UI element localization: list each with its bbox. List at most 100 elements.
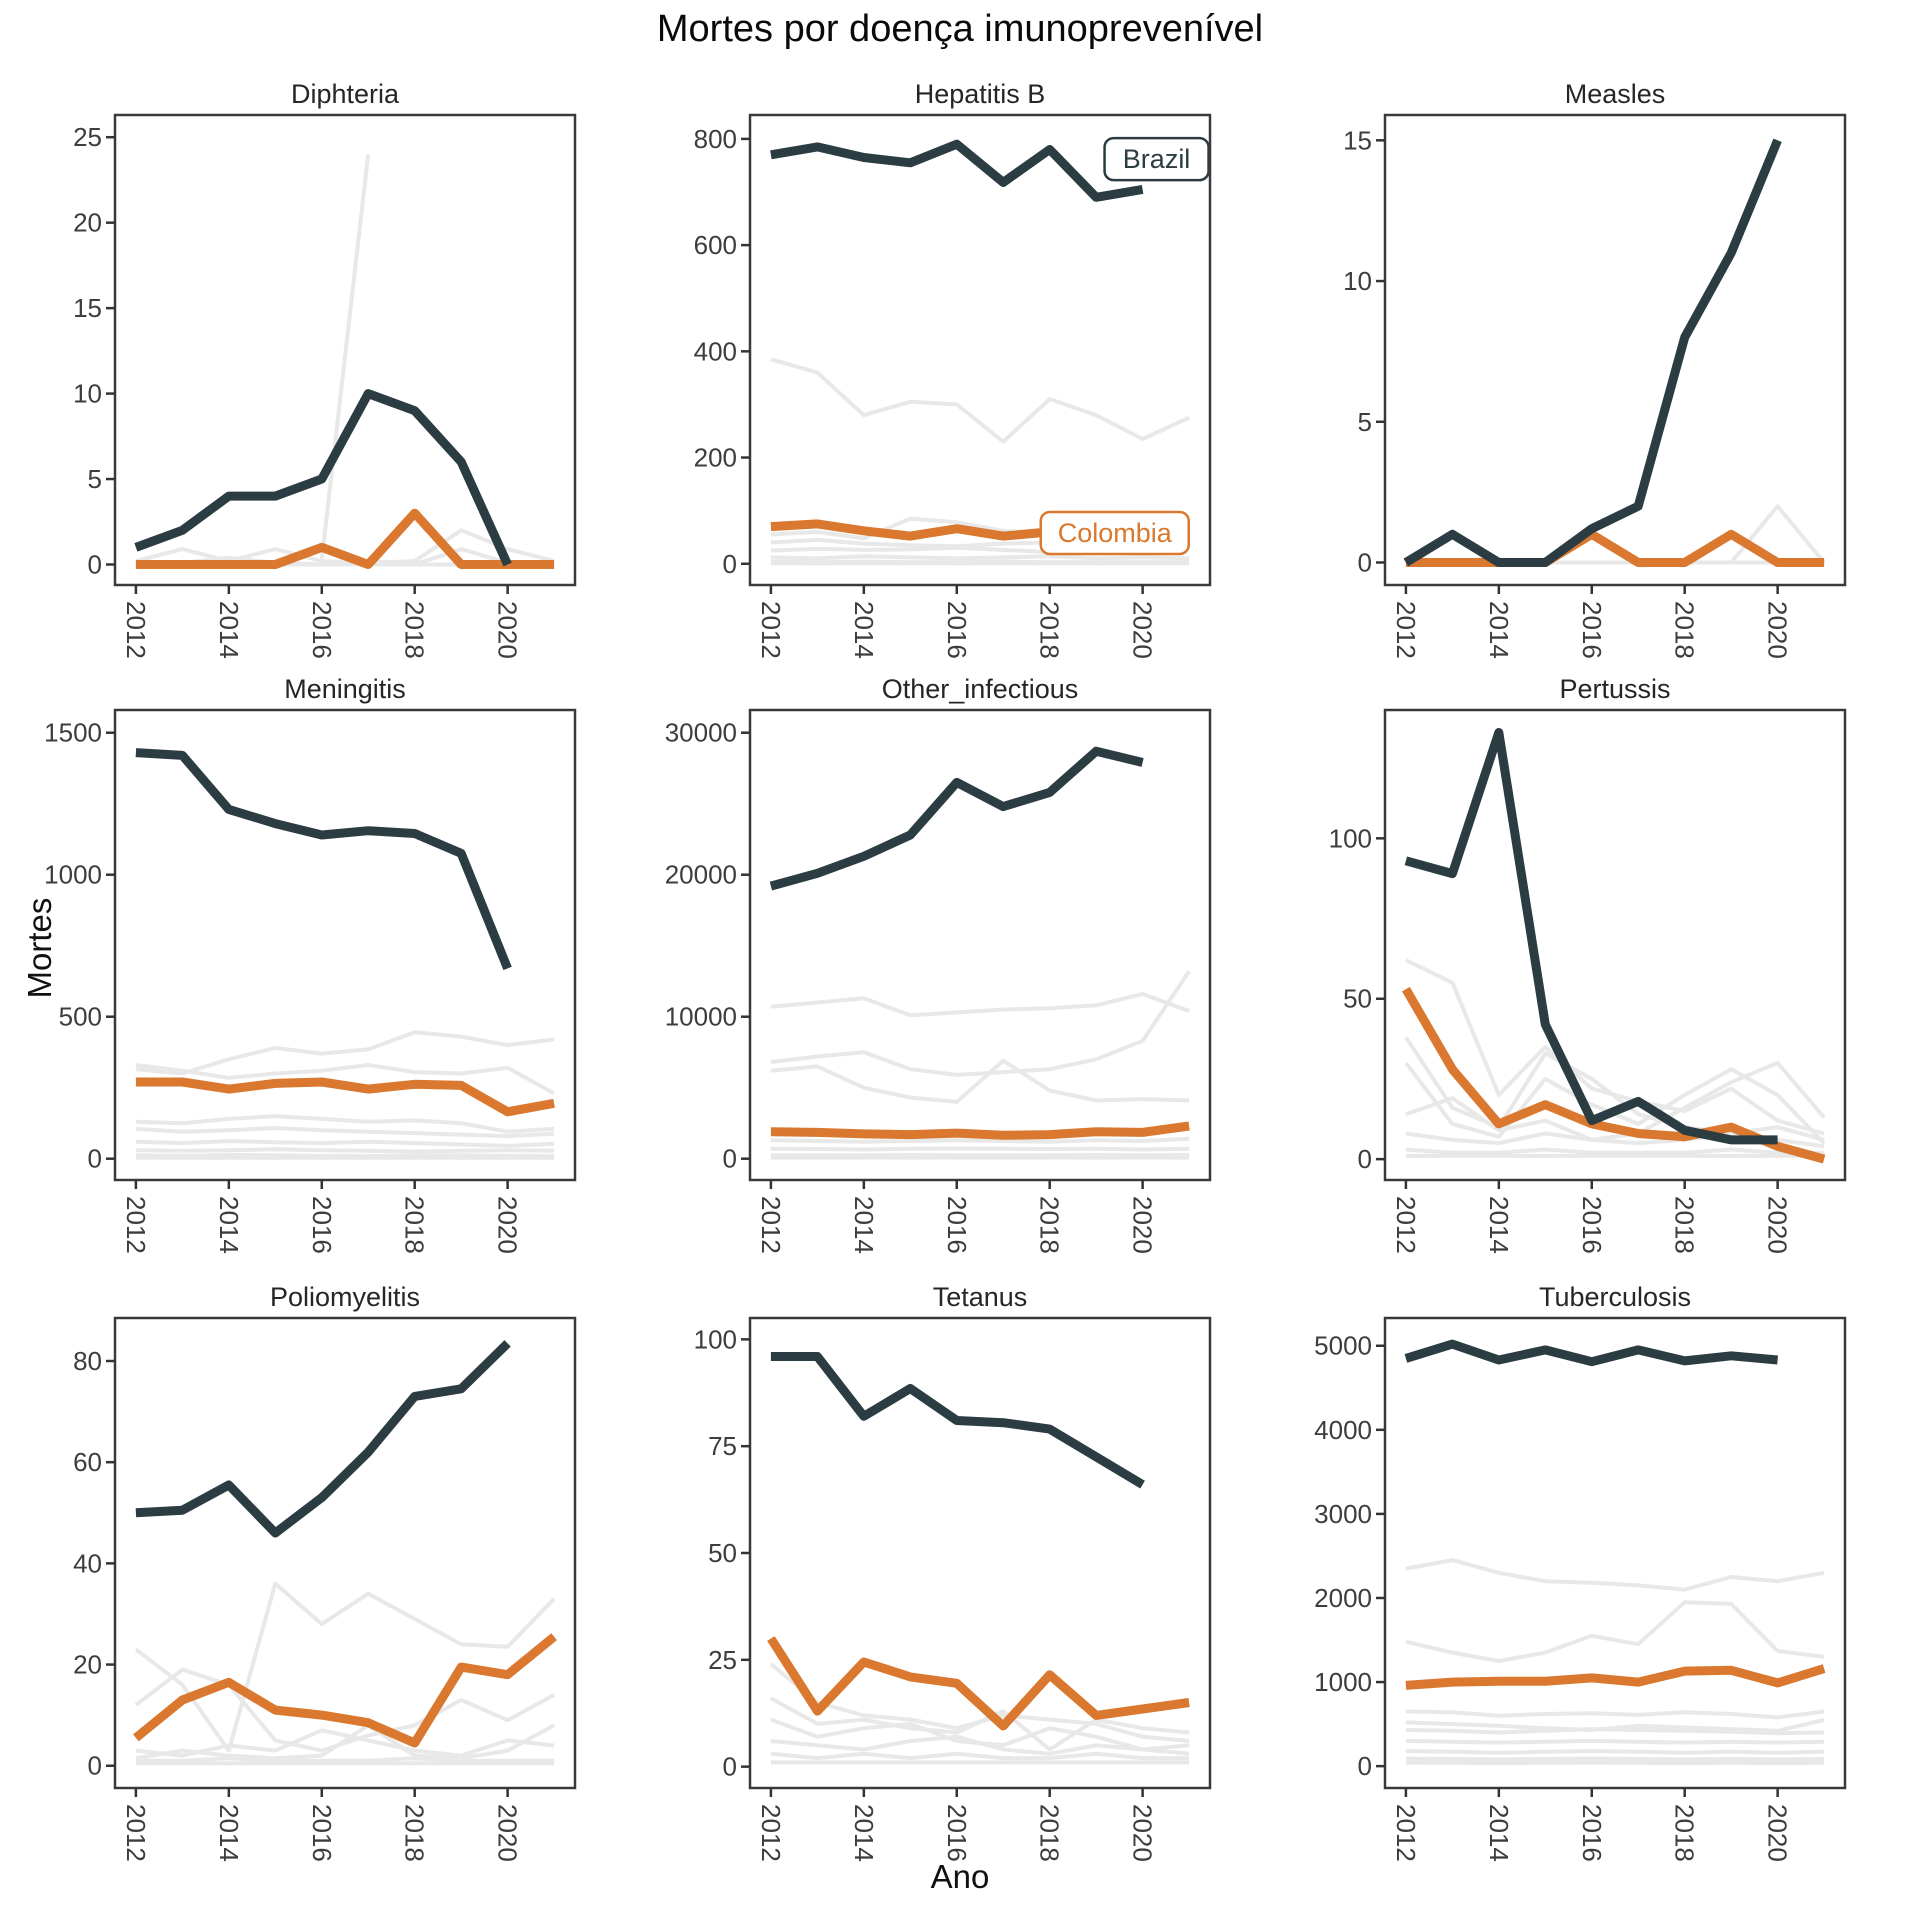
- line-colombia: [135, 1077, 555, 1117]
- panel-border: [113, 708, 577, 1182]
- line-other-country: [135, 1030, 555, 1076]
- y-tick-label: 5: [1358, 407, 1372, 437]
- line-other-country: [1405, 1749, 1825, 1755]
- x-tick-label: 2012: [121, 601, 151, 659]
- line-brazil: [1403, 138, 1782, 567]
- y-tick-label: 0: [723, 549, 737, 579]
- y-tick-label: 20: [73, 208, 102, 238]
- y-tick-label: 30000: [665, 718, 737, 748]
- facet-hepatitis-b: Hepatitis B Brazil Colombia 0 200 400 600 800 20…: [655, 77, 1275, 677]
- x-tick-label: 2016: [1577, 1804, 1607, 1862]
- x-tick-label: 2012: [756, 1804, 786, 1862]
- facet-chart-hepatitis-b: Hepatitis B Brazil Colombia 0 200 400 600 800 20…: [694, 79, 1212, 659]
- line-brazil: [769, 746, 1144, 891]
- line-other-country: [134, 1667, 556, 1753]
- x-tick-label: 2016: [942, 1804, 972, 1862]
- x-tick-label: 2020: [493, 601, 523, 659]
- x-tick-label: 2012: [1391, 601, 1421, 659]
- x-tick-label: 2012: [756, 1196, 786, 1254]
- line-other-country: [1405, 1060, 1826, 1142]
- line-other-country: [319, 154, 371, 560]
- x-tick-label: 2014: [849, 601, 879, 659]
- line-other-country: [134, 1581, 556, 1753]
- line-colombia: [1402, 986, 1826, 1164]
- x-tick-label: 2014: [214, 1804, 244, 1862]
- facet-title: Tuberculosis: [1539, 1282, 1691, 1312]
- panel-border: [113, 113, 577, 587]
- facet-tuberculosis: Tuberculosis 0 1000 2000 3000 4000 5000 2012 201…: [1290, 1280, 1910, 1880]
- facet-measles: Measles 0 5 10 15 2012 2014 2016 2018 2020: [1290, 77, 1910, 677]
- y-tick-label: 50: [708, 1538, 737, 1568]
- y-tick-label: 200: [694, 443, 737, 473]
- line-other-country: [770, 554, 1190, 561]
- x-tick-label: 2014: [849, 1196, 879, 1254]
- line-other-country: [1405, 1558, 1825, 1592]
- line-colombia: [1405, 1664, 1826, 1690]
- line-other-country: [1405, 1709, 1825, 1720]
- y-tick-label: 5000: [1314, 1331, 1372, 1361]
- line-other-country: [770, 1146, 1190, 1152]
- y-tick-label: 800: [694, 124, 737, 154]
- x-tick-label: 2020: [1128, 1804, 1158, 1862]
- facet-meningitis: Meningitis 0 500 1000 1500 2012 2014 2016 2018 20…: [20, 672, 640, 1272]
- line-colombia: [767, 1636, 1190, 1731]
- line-other-country: [770, 1058, 1190, 1104]
- x-tick-label: 2012: [1391, 1804, 1421, 1862]
- x-tick-label: 2018: [1035, 1804, 1065, 1862]
- y-tick-label: 40: [73, 1548, 102, 1578]
- line-brazil: [1404, 728, 1778, 1145]
- line-other-country: [135, 1728, 555, 1758]
- line-other-country: [1405, 1147, 1825, 1155]
- y-tick-label: 0: [88, 549, 102, 579]
- y-tick-label: 25: [708, 1645, 737, 1675]
- x-tick-label: 2020: [1763, 1804, 1793, 1862]
- facet-title: Diphteria: [291, 79, 400, 109]
- line-other-country: [135, 1756, 555, 1763]
- y-tick-label: 500: [59, 1002, 102, 1032]
- panel-border: [748, 1316, 1212, 1790]
- x-tick-label: 2020: [1763, 1196, 1793, 1254]
- y-tick-label: 0: [88, 1751, 102, 1781]
- x-tick-label: 2016: [942, 601, 972, 659]
- x-tick-label: 2020: [1128, 1196, 1158, 1254]
- y-tick-label: 600: [694, 230, 737, 260]
- facet-poliomyelitis: Poliomyelitis 0 20 40 60 80 2012 2014 2016 2018 20…: [20, 1280, 640, 1880]
- x-tick-label: 2018: [1670, 1804, 1700, 1862]
- x-tick-label: 2020: [1763, 601, 1793, 659]
- y-tick-label: 10: [1343, 266, 1372, 296]
- x-tick-label: 2014: [1484, 1196, 1514, 1254]
- y-tick-label: 80: [73, 1346, 102, 1376]
- line-other-country: [1405, 1738, 1825, 1745]
- x-tick-label: 2016: [307, 1804, 337, 1862]
- series-label-brazil: Brazil: [1123, 144, 1191, 174]
- x-tick-label: 2014: [849, 1804, 879, 1862]
- line-other-country: [770, 1136, 1190, 1144]
- x-tick-label: 2016: [307, 1196, 337, 1254]
- x-tick-label: 2014: [1484, 601, 1514, 659]
- x-tick-label: 2016: [307, 601, 337, 659]
- line-other-country: [1405, 1727, 1825, 1736]
- facet-chart-pertussis: Pertussis 0 50 100 2012 2014 2016 2018 2020: [1329, 674, 1847, 1254]
- y-tick-label: 2000: [1314, 1583, 1372, 1613]
- x-tick-label: 2016: [942, 1196, 972, 1254]
- line-colombia: [1405, 529, 1825, 567]
- x-tick-label: 2012: [1391, 1196, 1421, 1254]
- y-tick-label: 0: [723, 1144, 737, 1174]
- x-tick-label: 2018: [1670, 601, 1700, 659]
- line-colombia: [135, 508, 555, 569]
- x-tick-label: 2020: [1128, 601, 1158, 659]
- y-tick-label: 1500: [44, 718, 102, 748]
- y-tick-label: 50: [1343, 984, 1372, 1014]
- y-tick-label: 15: [1343, 125, 1372, 155]
- panel-border: [1383, 1316, 1847, 1790]
- line-other-country: [1405, 1600, 1825, 1663]
- x-tick-label: 2016: [1577, 1196, 1607, 1254]
- facet-diphteria: Diphteria 0 5 10 15 20 25 2012 2014 2016 2018 2020: [20, 77, 640, 677]
- y-tick-label: 75: [708, 1431, 737, 1461]
- x-tick-label: 2018: [1670, 1196, 1700, 1254]
- y-tick-label: 0: [723, 1752, 737, 1782]
- line-brazil: [135, 748, 512, 971]
- facet-pertussis: Pertussis 0 50 100 2012 2014 2016 2018 2020: [1290, 672, 1910, 1272]
- panel-border: [748, 708, 1212, 1182]
- line-other-country: [770, 992, 1190, 1018]
